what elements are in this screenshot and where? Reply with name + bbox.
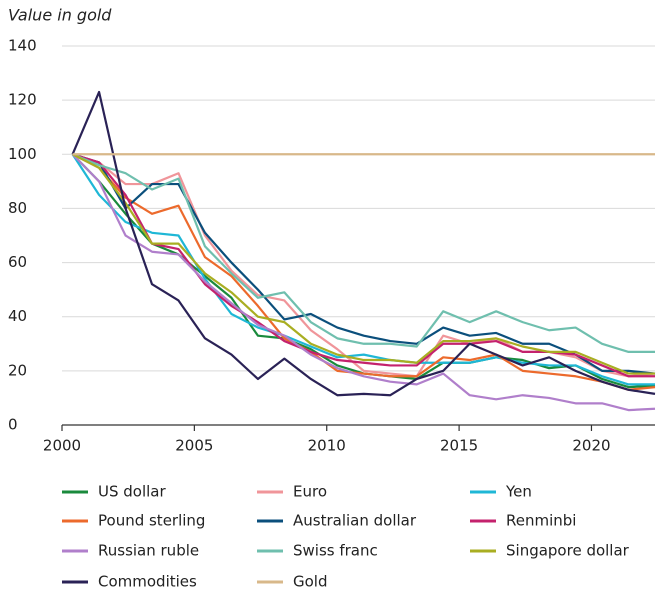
- legend-label: Yen: [505, 483, 532, 501]
- series-line: [72, 153, 656, 375]
- x-tick-label: 2015: [440, 437, 478, 455]
- x-tick-label: 2000: [43, 437, 81, 455]
- y-tick-label: 40: [8, 307, 27, 325]
- series-line: [71, 153, 655, 386]
- y-tick-label: 0: [8, 416, 18, 434]
- legend-label: US dollar: [98, 483, 166, 501]
- y-tick-label: 60: [8, 253, 27, 271]
- series-line: [72, 153, 656, 391]
- y-tick-label: 80: [8, 199, 27, 217]
- y-axis-label: Value in gold: [8, 6, 112, 25]
- legend-label: Commodities: [98, 573, 197, 591]
- series-line: [71, 90, 656, 397]
- y-tick-label: 120: [8, 91, 37, 109]
- y-tick-label: 100: [8, 145, 37, 163]
- legend-label: Singapore dollar: [506, 542, 630, 560]
- x-tick-label: 2020: [572, 437, 610, 455]
- legend-label: Gold: [293, 573, 328, 591]
- series-line: [72, 153, 655, 354]
- legend-label: Pound sterling: [98, 512, 205, 530]
- series-line: [72, 153, 655, 375]
- legend-label: Euro: [293, 483, 327, 501]
- y-tick-label: 20: [8, 361, 27, 379]
- legend-label: Australian dollar: [293, 512, 417, 530]
- series-line: [71, 153, 656, 412]
- legend-label: Renminbi: [506, 512, 576, 530]
- y-tick-label: 140: [8, 37, 37, 55]
- x-tick-label: 2010: [308, 437, 346, 455]
- legend-label: Swiss franc: [293, 542, 378, 560]
- legend-label: Russian ruble: [98, 542, 199, 560]
- x-tick-label: 2005: [175, 437, 213, 455]
